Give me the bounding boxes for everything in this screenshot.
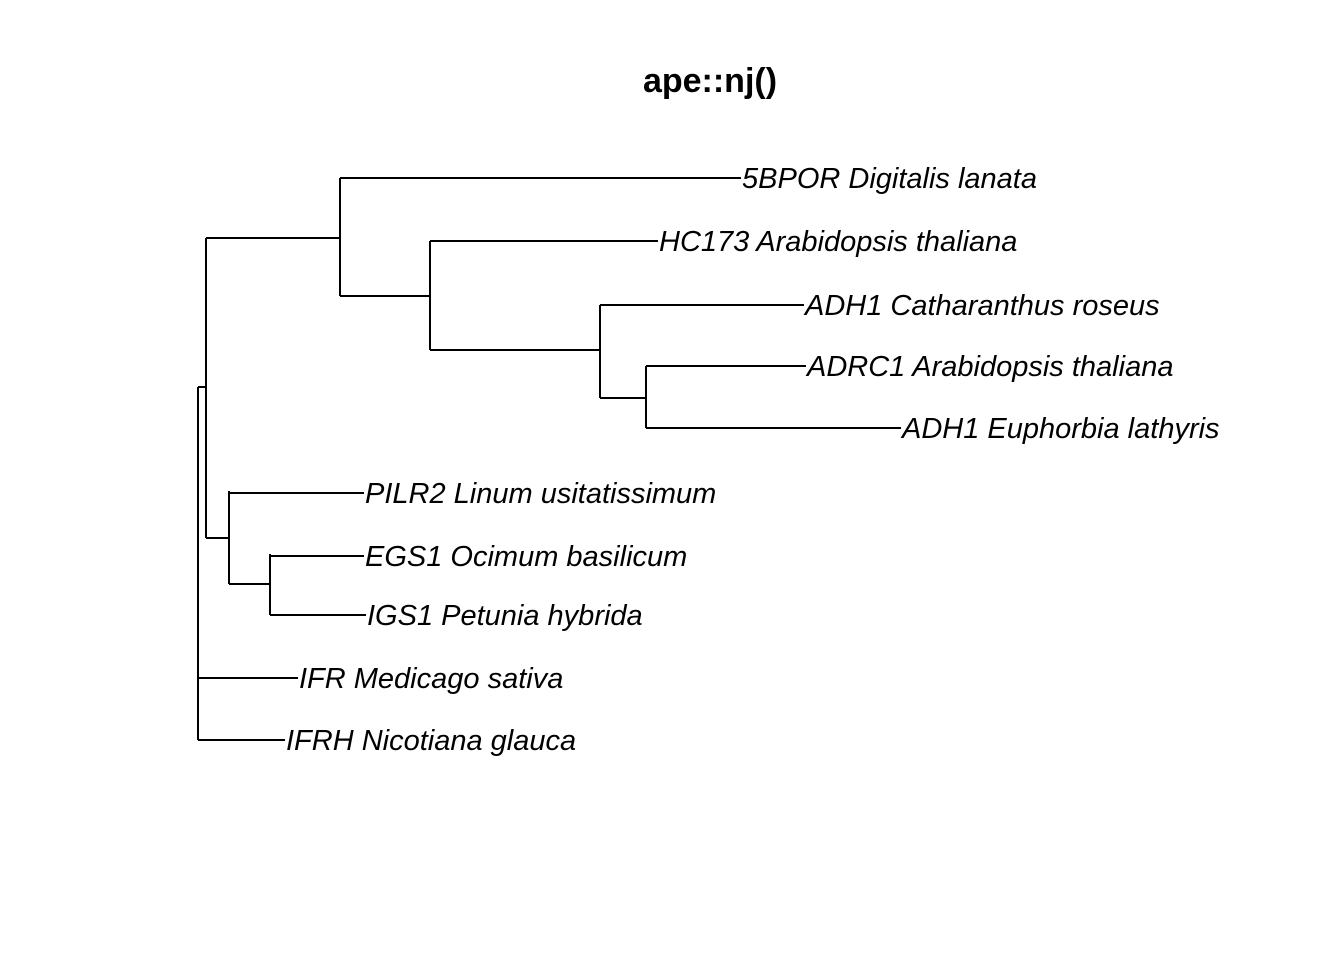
tip-label: ADH1 Euphorbia lathyris [900, 413, 1220, 445]
tip-label: PILR2 Linum usitatissimum [365, 478, 716, 510]
tip-label: IGS1 Petunia hybrida [367, 600, 643, 632]
tip-label: 5BPOR Digitalis lanata [742, 163, 1037, 195]
tree-title: ape::nj() [643, 62, 777, 100]
tip-label: IFR Medicago sativa [299, 663, 563, 695]
tree-branches [197, 177, 901, 741]
tip-label: EGS1 Ocimum basilicum [365, 541, 687, 573]
tip-labels: 5BPOR Digitalis lanata HC173 Arabidopsis … [286, 163, 1220, 757]
tip-label: IFRH Nicotiana glauca [286, 725, 576, 757]
tip-label: HC173 Arabidopsis thaliana [659, 226, 1017, 258]
tip-label: ADRC1 Arabidopsis thaliana [805, 351, 1173, 383]
tip-label: ADH1 Catharanthus roseus [803, 290, 1160, 322]
